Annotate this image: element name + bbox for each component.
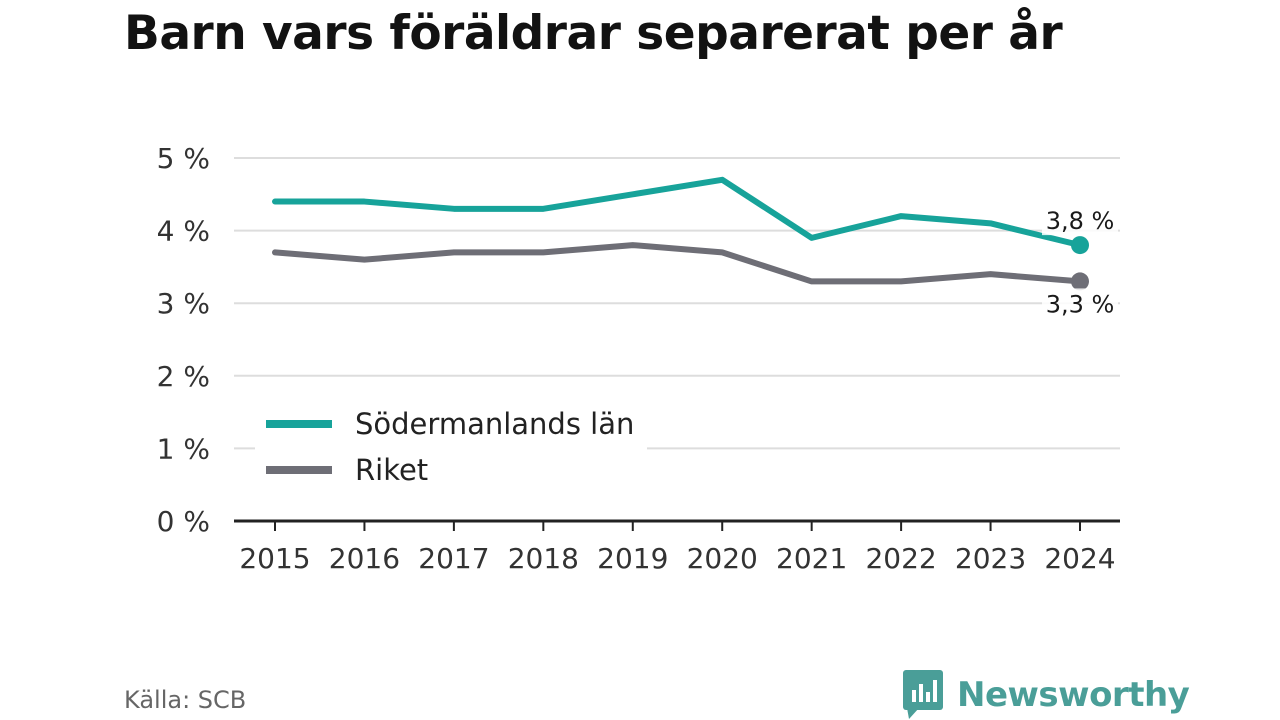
y-tick-label: 1 % bbox=[157, 432, 210, 465]
series-lines bbox=[272, 176, 1089, 291]
x-axis: 2015 2016 2017 2018 2019 2020 2021 2022 2023 2024 bbox=[234, 519, 1120, 575]
end-label-background bbox=[1042, 205, 1118, 236]
y-tick-label: 3 % bbox=[157, 287, 210, 320]
x-tick-label: 2017 bbox=[418, 542, 489, 575]
series-end-point bbox=[1071, 272, 1089, 291]
legend-label: Södermanlands län bbox=[355, 407, 634, 441]
x-tick-label: 2015 bbox=[239, 542, 310, 575]
source-note: Källa: SCB bbox=[124, 686, 247, 714]
y-tick-label: 5 % bbox=[157, 142, 210, 175]
end-label-background bbox=[1042, 288, 1118, 319]
chart-title: Barn vars föräldrar separerat per år bbox=[124, 6, 1063, 61]
x-tick-label: 2016 bbox=[329, 542, 400, 575]
y-tick-label: 0 % bbox=[157, 505, 210, 538]
series-line bbox=[272, 176, 1083, 249]
brand-logo: Newsworthy bbox=[903, 670, 1190, 720]
series-line bbox=[272, 242, 1083, 285]
end-labels: 3,8 % 3,3 % bbox=[1042, 205, 1118, 319]
legend-background bbox=[255, 398, 647, 494]
legend-label: Riket bbox=[355, 453, 428, 487]
y-tick-label: 4 % bbox=[157, 215, 210, 248]
legend: Södermanlands län Riket bbox=[255, 398, 647, 494]
y-axis-tick-labels: 0 % 1 % 2 % 3 % 4 % 5 % bbox=[157, 142, 210, 538]
series-end-point bbox=[1071, 236, 1089, 255]
x-tick-label: 2020 bbox=[687, 542, 758, 575]
x-tick-label: 2021 bbox=[776, 542, 847, 575]
x-tick-label: 2019 bbox=[597, 542, 668, 575]
newsworthy-logo-icon bbox=[903, 670, 943, 719]
x-tick-label: 2018 bbox=[508, 542, 579, 575]
x-tick-label: 2024 bbox=[1044, 542, 1115, 575]
end-label: 3,3 % bbox=[1046, 290, 1115, 318]
brand-name: Newsworthy bbox=[957, 675, 1190, 715]
end-label: 3,8 % bbox=[1046, 207, 1115, 235]
x-tick-label: 2022 bbox=[865, 542, 936, 575]
x-tick-label: 2023 bbox=[955, 542, 1026, 575]
y-tick-label: 2 % bbox=[157, 360, 210, 393]
